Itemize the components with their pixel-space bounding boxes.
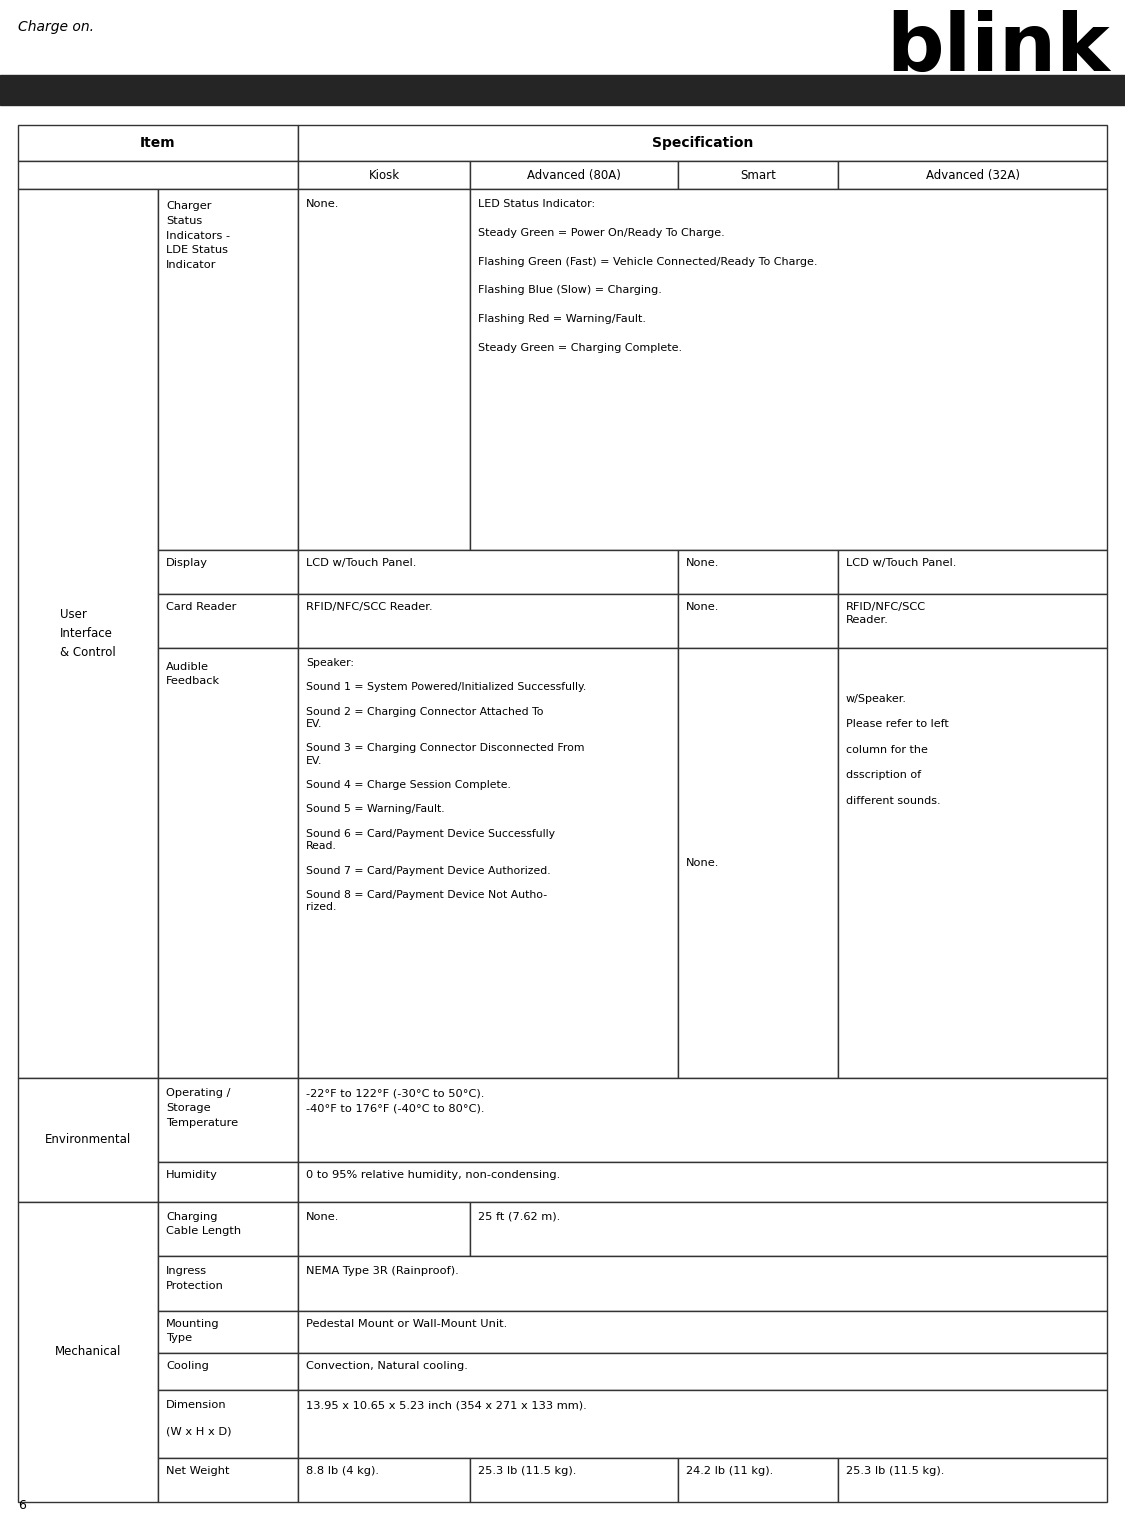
Bar xyxy=(678,549,838,594)
Text: Net Weight: Net Weight xyxy=(166,1466,230,1476)
Text: Convection, Natural cooling.: Convection, Natural cooling. xyxy=(306,1362,468,1371)
Bar xyxy=(298,594,678,647)
Text: LCD w/Touch Panel.: LCD w/Touch Panel. xyxy=(306,558,416,568)
Bar xyxy=(298,1163,1107,1201)
Text: Mounting
Type: Mounting Type xyxy=(166,1319,219,1343)
Bar xyxy=(298,1391,1107,1458)
Bar xyxy=(838,549,1107,594)
Bar xyxy=(18,1079,158,1201)
Text: 24.2 lb (11 kg).: 24.2 lb (11 kg). xyxy=(686,1466,773,1476)
Text: 25.3 lb (11.5 kg).: 25.3 lb (11.5 kg). xyxy=(846,1466,944,1476)
Text: 13.95 x 10.65 x 5.23 inch (354 x 271 x 133 mm).: 13.95 x 10.65 x 5.23 inch (354 x 271 x 1… xyxy=(306,1400,587,1411)
Bar xyxy=(838,161,1107,190)
Bar xyxy=(470,1201,1107,1256)
Bar xyxy=(838,1458,1107,1502)
Bar xyxy=(158,1458,298,1502)
Text: Dimension

(W x H x D): Dimension (W x H x D) xyxy=(166,1400,232,1437)
Bar xyxy=(838,594,1107,647)
Bar xyxy=(678,1458,838,1502)
Bar xyxy=(18,161,298,190)
Text: Ingress
Protection: Ingress Protection xyxy=(166,1267,224,1291)
Text: Display: Display xyxy=(166,558,208,568)
Bar xyxy=(158,549,298,594)
Bar xyxy=(158,1391,298,1458)
Text: RFID/NFC/SCC Reader.: RFID/NFC/SCC Reader. xyxy=(306,603,433,612)
Text: LED Status Indicator:

Steady Green = Power On/Ready To Charge.

Flashing Green : LED Status Indicator: Steady Green = Pow… xyxy=(478,199,818,353)
Bar xyxy=(298,1201,470,1256)
Text: Environmental: Environmental xyxy=(45,1134,132,1146)
Bar xyxy=(298,161,470,190)
Text: None.: None. xyxy=(686,558,719,568)
Text: Cooling: Cooling xyxy=(166,1362,209,1371)
Text: -22°F to 122°F (-30°C to 50°C).
-40°F to 176°F (-40°C to 80°C).: -22°F to 122°F (-30°C to 50°C). -40°F to… xyxy=(306,1088,485,1114)
Text: 6: 6 xyxy=(18,1499,26,1512)
Text: Mechanical: Mechanical xyxy=(55,1345,122,1359)
Bar xyxy=(158,647,298,1079)
Bar xyxy=(158,1353,298,1391)
Text: Card Reader: Card Reader xyxy=(166,603,236,612)
Text: None.: None. xyxy=(686,858,719,868)
Text: None.: None. xyxy=(686,603,719,612)
Text: Operating /
Storage
Temperature: Operating / Storage Temperature xyxy=(166,1088,238,1128)
Text: None.: None. xyxy=(306,1212,340,1221)
Bar xyxy=(158,1201,298,1256)
Bar xyxy=(18,1201,158,1502)
Bar xyxy=(678,647,838,1079)
Bar xyxy=(470,1458,678,1502)
Bar xyxy=(158,1163,298,1201)
Bar xyxy=(298,647,678,1079)
Text: Item: Item xyxy=(141,136,176,150)
Text: Audible
Feedback: Audible Feedback xyxy=(166,661,220,687)
Bar xyxy=(158,1311,298,1353)
Bar xyxy=(158,1079,298,1163)
Text: Specification: Specification xyxy=(651,136,754,150)
Bar xyxy=(678,161,838,190)
Text: blink: blink xyxy=(886,11,1110,89)
Text: Charger
Status
Indicators -
LDE Status
Indicator: Charger Status Indicators - LDE Status I… xyxy=(166,200,231,271)
Text: w/Speaker.

Please refer to left

column for the

dsscription of

different soun: w/Speaker. Please refer to left column f… xyxy=(846,693,948,806)
Bar xyxy=(158,594,298,647)
Bar xyxy=(158,190,298,549)
Text: Advanced (80A): Advanced (80A) xyxy=(526,168,621,182)
Text: Charge on.: Charge on. xyxy=(18,20,94,34)
Bar xyxy=(298,190,470,549)
Text: 0 to 95% relative humidity, non-condensing.: 0 to 95% relative humidity, non-condensi… xyxy=(306,1170,560,1180)
Text: Charging
Cable Length: Charging Cable Length xyxy=(166,1212,241,1236)
Bar xyxy=(18,190,158,1079)
Text: Advanced (32A): Advanced (32A) xyxy=(926,168,1019,182)
Bar xyxy=(298,1458,470,1502)
Text: NEMA Type 3R (Rainproof).: NEMA Type 3R (Rainproof). xyxy=(306,1267,459,1276)
Text: RFID/NFC/SCC
Reader.: RFID/NFC/SCC Reader. xyxy=(846,603,926,626)
Bar xyxy=(298,1256,1107,1311)
Text: 25.3 lb (11.5 kg).: 25.3 lb (11.5 kg). xyxy=(478,1466,576,1476)
Bar xyxy=(298,1079,1107,1163)
Bar xyxy=(0,75,1125,106)
Text: Speaker:

Sound 1 = System Powered/Initialized Successfully.

Sound 2 = Charging: Speaker: Sound 1 = System Powered/Initia… xyxy=(306,658,586,912)
Bar xyxy=(18,125,298,161)
Text: 8.8 lb (4 kg).: 8.8 lb (4 kg). xyxy=(306,1466,379,1476)
Text: Pedestal Mount or Wall-Mount Unit.: Pedestal Mount or Wall-Mount Unit. xyxy=(306,1319,507,1330)
Bar xyxy=(298,549,678,594)
Bar xyxy=(298,125,1107,161)
Text: Humidity: Humidity xyxy=(166,1170,218,1180)
Bar xyxy=(470,190,1107,549)
Bar xyxy=(298,1353,1107,1391)
Text: User
Interface
& Control: User Interface & Control xyxy=(60,607,116,659)
Text: Kiosk: Kiosk xyxy=(369,168,399,182)
Bar xyxy=(678,594,838,647)
Bar xyxy=(838,647,1107,1079)
Text: None.: None. xyxy=(306,199,340,210)
Text: 25 ft (7.62 m).: 25 ft (7.62 m). xyxy=(478,1212,560,1221)
Text: LCD w/Touch Panel.: LCD w/Touch Panel. xyxy=(846,558,956,568)
Bar xyxy=(298,1311,1107,1353)
Text: Smart: Smart xyxy=(740,168,776,182)
Bar xyxy=(470,161,678,190)
Bar xyxy=(158,1256,298,1311)
